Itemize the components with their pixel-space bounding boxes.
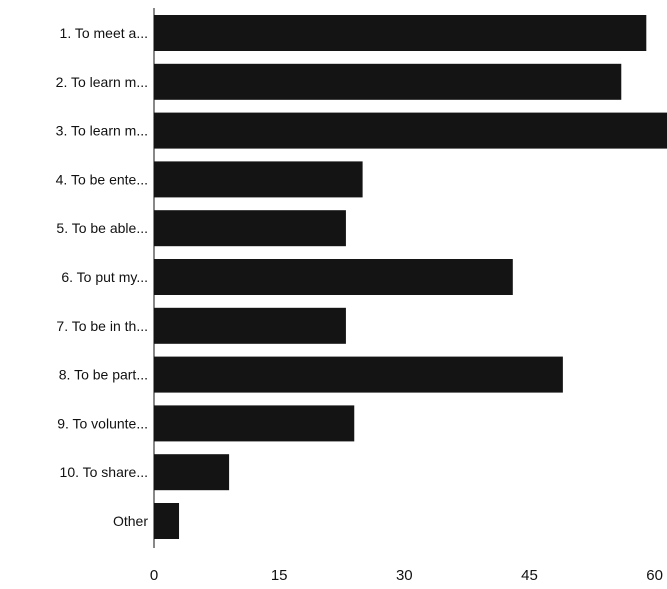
x-tick-label-4: 60 <box>646 567 663 584</box>
category-label-11: Other <box>113 513 148 529</box>
category-label-8: 8. To be part... <box>59 367 148 383</box>
bar-6 <box>154 259 513 295</box>
bar-8 <box>154 356 563 393</box>
category-label-2: 2. To learn m... <box>56 74 148 90</box>
bar-10 <box>154 454 230 491</box>
bar-3 <box>154 112 667 149</box>
category-label-9: 9. To volunte... <box>57 415 148 431</box>
x-tick-label-1: 15 <box>271 567 288 584</box>
bar-1 <box>154 15 647 51</box>
bars-group <box>154 15 667 539</box>
category-labels: 1. To meet a... 2. To learn m... 3. To lea… <box>56 25 149 529</box>
category-label-1: 1. To meet a... <box>60 25 148 41</box>
bar-11 <box>154 503 180 539</box>
bar-9 <box>154 405 355 442</box>
category-label-3: 3. To learn m... <box>56 123 148 139</box>
x-tick-label-3: 45 <box>521 567 538 584</box>
category-label-6: 6. To put my... <box>61 269 148 285</box>
x-tick-labels: 0 15 30 45 60 <box>150 567 663 584</box>
bar-4 <box>154 161 363 198</box>
bar-7 <box>154 307 346 344</box>
x-tick-label-2: 30 <box>396 567 413 584</box>
x-tick-label-0: 0 <box>150 567 158 584</box>
bar-2 <box>154 63 622 100</box>
category-label-4: 4. To be ente... <box>56 171 148 187</box>
category-label-10: 10. To share... <box>60 464 148 480</box>
category-label-5: 5. To be able... <box>56 220 148 236</box>
category-label-7: 7. To be in th... <box>56 318 148 334</box>
bar-5 <box>154 210 346 247</box>
